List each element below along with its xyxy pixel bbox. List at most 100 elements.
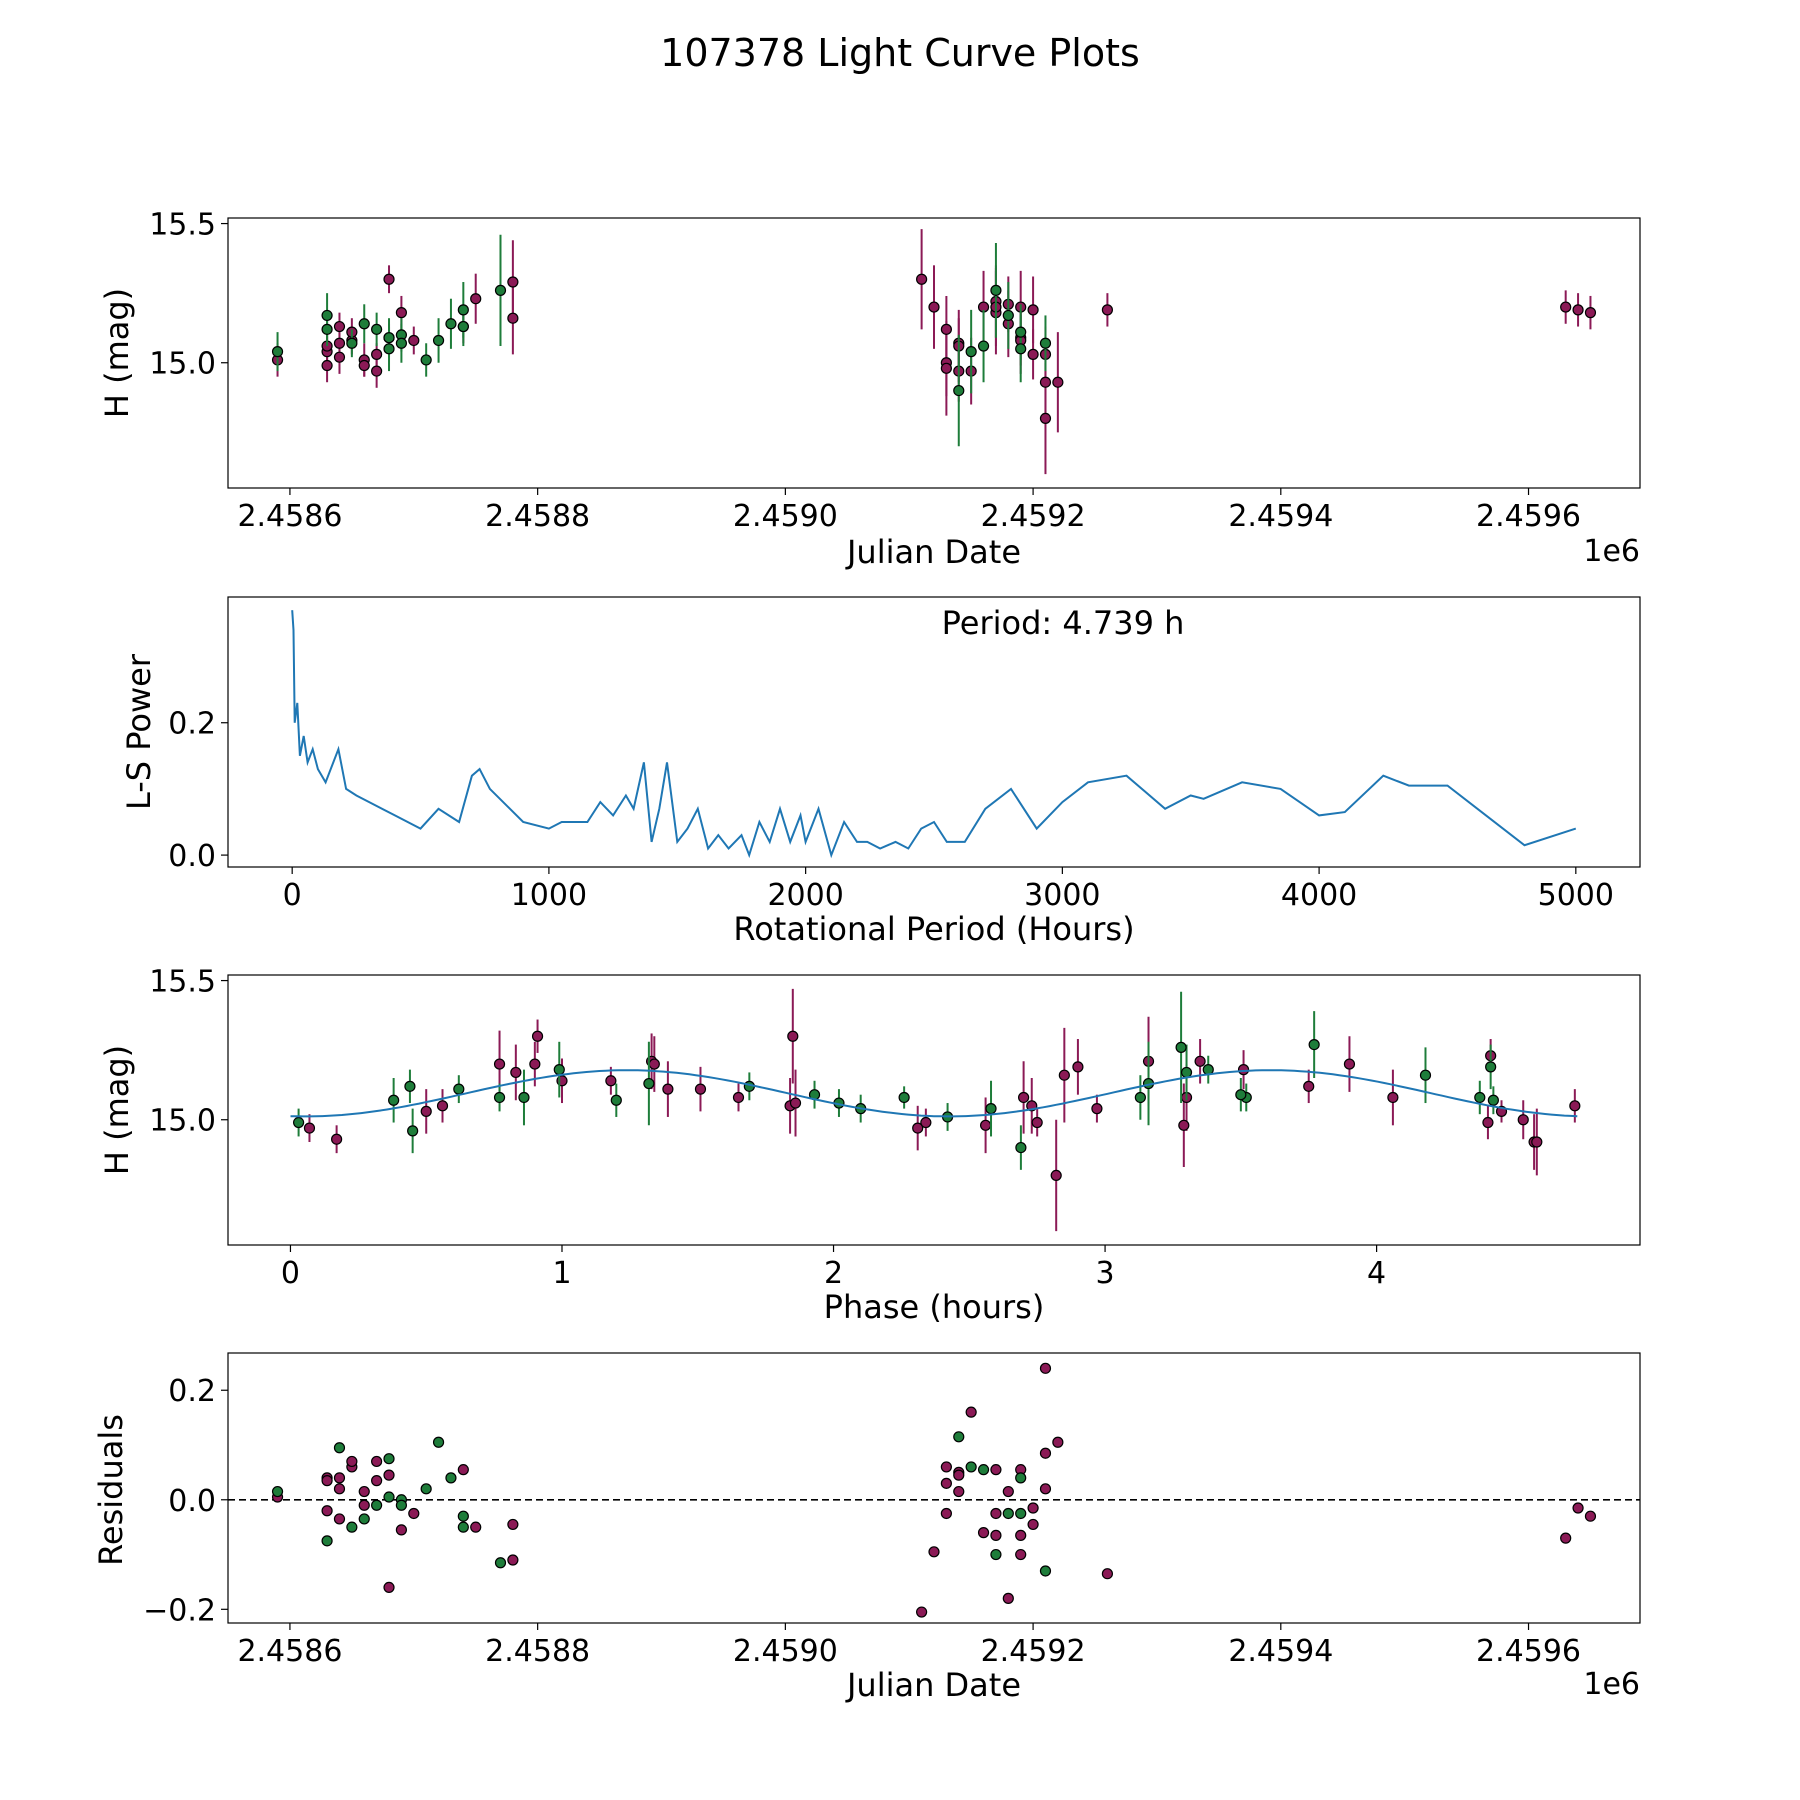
- data-point: [383, 1581, 395, 1594]
- data-point: [605, 1075, 617, 1087]
- data-point: [1027, 304, 1039, 316]
- data-point: [1178, 1119, 1190, 1131]
- data-point: [1560, 1532, 1572, 1544]
- data-point: [408, 1507, 420, 1520]
- data-point: [1018, 1091, 1030, 1104]
- data-point: [371, 365, 383, 377]
- x-tick-label: 4: [1367, 1256, 1386, 1291]
- data-point: [346, 337, 358, 349]
- x-tick-label: 2.4596: [1476, 499, 1581, 534]
- data-point: [395, 1524, 408, 1536]
- data-point: [371, 1475, 383, 1487]
- data-point: [457, 1510, 469, 1522]
- periodogram-ticks: 0 1000 2000 3000 4000 5000 0.0 0.2: [168, 707, 1614, 913]
- data-point: [293, 1116, 305, 1129]
- data-point: [1027, 1502, 1039, 1514]
- x-tick-label: 2000: [767, 878, 843, 913]
- data-point: [346, 1521, 358, 1533]
- x-tick-label: 2.4594: [1228, 1634, 1333, 1669]
- residuals-panel: 2.4586 2.4588 2.4590 2.4592 2.4594 2.4596 −0.2…: [92, 1352, 1641, 1704]
- lightcurve-panel: 2.4586 2.4588 2.4590 2.4592 2.4594 2.4596 15.0…: [98, 208, 1641, 571]
- lightcurve-marks: [271, 229, 1597, 475]
- data-point: [979, 1119, 992, 1131]
- data-point: [1308, 1038, 1320, 1051]
- data-point: [333, 320, 346, 333]
- data-point: [1175, 1041, 1187, 1053]
- data-point: [1015, 1529, 1027, 1541]
- data-point: [732, 1091, 745, 1104]
- data-point: [916, 1606, 928, 1618]
- data-point: [977, 1464, 990, 1476]
- data-point: [333, 1513, 346, 1525]
- residuals-axes-frame: [227, 1352, 1641, 1624]
- data-point: [470, 293, 482, 305]
- data-point: [303, 1122, 316, 1134]
- x-tick-label: 2.4588: [485, 1634, 590, 1669]
- y-tick-label: −0.2: [143, 1593, 216, 1628]
- data-point: [1387, 1091, 1399, 1104]
- data-point: [1015, 1141, 1027, 1154]
- lightcurve-xlabel: Julian Date: [845, 533, 1021, 571]
- data-point: [1002, 309, 1014, 322]
- data-point: [1039, 412, 1052, 425]
- data-point: [1052, 1436, 1064, 1448]
- data-point: [1039, 1565, 1052, 1577]
- data-point: [457, 1521, 469, 1533]
- data-point: [985, 1103, 997, 1115]
- periodogram-line: [291, 610, 1577, 859]
- data-point: [965, 346, 977, 358]
- data-point: [383, 273, 395, 285]
- data-point: [953, 1485, 965, 1498]
- data-point: [445, 1472, 457, 1484]
- data-point: [420, 1483, 432, 1495]
- x-tick-label: 4000: [1281, 878, 1357, 913]
- data-point: [333, 1483, 346, 1495]
- data-point: [531, 1030, 544, 1042]
- data-point: [321, 1475, 333, 1487]
- x-tick-label: 2.4596: [1476, 1634, 1581, 1669]
- data-point: [358, 318, 370, 330]
- data-point: [916, 273, 928, 285]
- data-point: [662, 1083, 674, 1095]
- x-tick-label: 5000: [1538, 878, 1614, 913]
- data-point: [395, 1499, 408, 1511]
- x-tick-label: 2.4590: [733, 1634, 838, 1669]
- y-tick-label: 15.5: [149, 208, 216, 243]
- x-tick-label: 3000: [1024, 878, 1100, 913]
- data-point: [1194, 1055, 1206, 1067]
- data-point: [1027, 1518, 1039, 1531]
- model-fit-line: [290, 1069, 1578, 1118]
- data-point: [1560, 301, 1572, 313]
- data-point: [507, 312, 519, 324]
- data-point: [331, 1133, 343, 1145]
- data-point: [1237, 1064, 1250, 1076]
- phased-marks: [290, 988, 1581, 1232]
- data-point: [321, 323, 333, 335]
- x-tick-label: 2.4592: [981, 499, 1086, 534]
- y-tick-label: 0.0: [168, 839, 216, 874]
- x-tick-label: 2: [824, 1256, 843, 1291]
- data-point: [643, 1077, 655, 1090]
- data-point: [1039, 337, 1052, 349]
- data-point: [1015, 1548, 1027, 1561]
- data-point: [694, 1083, 707, 1095]
- data-point: [408, 334, 420, 347]
- data-point: [1485, 1061, 1497, 1073]
- data-point: [977, 1527, 990, 1539]
- data-point: [1531, 1136, 1543, 1148]
- phased-panel: 0 1 2 3 4 15.0 15.5 Phase (hours) H (mag): [98, 965, 1641, 1326]
- data-point: [346, 1455, 358, 1468]
- x-tick-label: 0: [281, 1256, 300, 1291]
- data-point: [1002, 1592, 1014, 1604]
- data-point: [1015, 326, 1027, 338]
- y-tick-label: 15.5: [149, 965, 216, 1000]
- data-point: [493, 1058, 506, 1070]
- data-point: [1487, 1094, 1499, 1106]
- data-point: [371, 348, 383, 360]
- data-point: [1002, 1485, 1014, 1498]
- data-point: [371, 1455, 383, 1468]
- data-point: [990, 1464, 1002, 1476]
- data-point: [1072, 1061, 1084, 1073]
- data-point: [388, 1094, 400, 1106]
